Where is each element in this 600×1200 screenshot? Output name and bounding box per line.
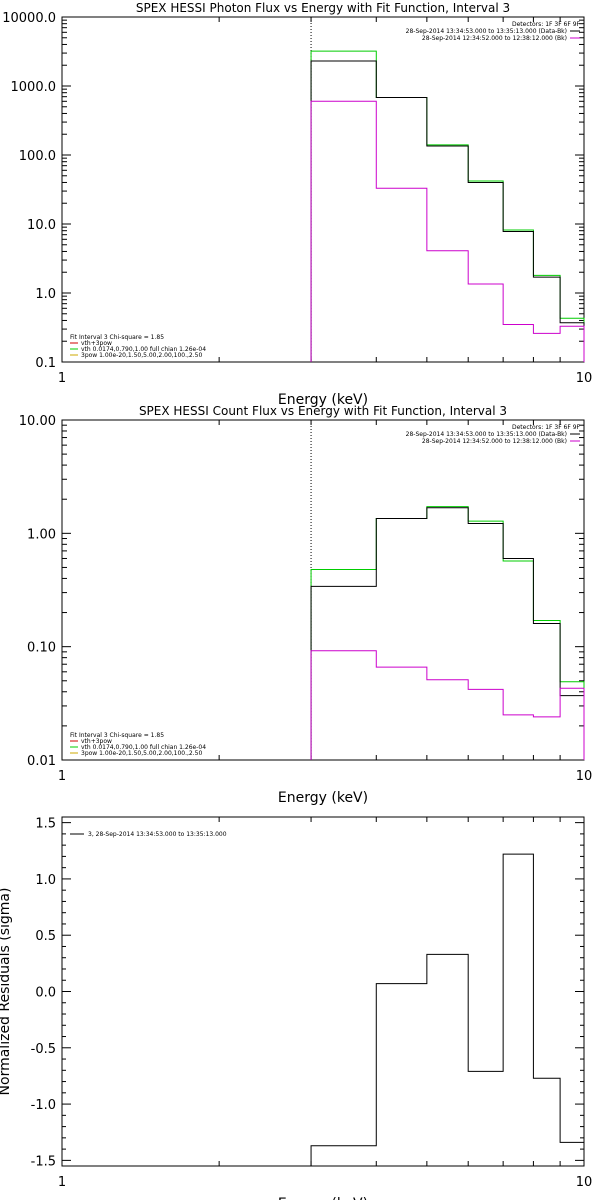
y-tick-label: 0.01 — [27, 754, 56, 769]
plot-frame — [61, 419, 585, 761]
x-axis-label: Energy (keV) — [278, 790, 368, 806]
x-tick-label: 1 — [58, 769, 66, 784]
y-tick-label: 1.00 — [27, 527, 56, 542]
y-axis-label: Normalized Residuals (sigma) — [0, 888, 13, 1096]
legend-entry: vth+3pow — [81, 738, 112, 745]
series-1-histogram — [310, 506, 585, 760]
series-1-histogram — [310, 50, 585, 362]
legend-entry: 28-Sep-2014 13:34:53.000 to 13:35:13.000… — [406, 28, 567, 35]
x-tick-label: 10 — [576, 769, 593, 784]
y-tick-label: 10.0 — [27, 218, 56, 233]
chart-panel-3: 1 10 -1.5 -1.0 -0.5 0.0 0.5 1.0 1.5 Energy (keV) N… — [0, 816, 593, 1200]
legend-header: Fit Interval 3 Chi-square = 1.85 — [70, 334, 164, 341]
legend-entry: 28-Sep-2014 12:34:52.000 to 12:38:12.000… — [422, 35, 567, 42]
chart-title: SPEX HESSI Count Flux vs Energy with Fit… — [139, 404, 507, 418]
y-tick-label: 10.00 — [19, 414, 56, 429]
y-tick-label: 1.0 — [35, 287, 56, 302]
series-1-histogram — [310, 853, 584, 1166]
y-tick-label: 1.0 — [35, 873, 56, 888]
legend-entry: 3pow 1.00e-20,1.50,5.00,2.00,100.,2.50 — [81, 750, 202, 757]
x-tick-label: 10 — [576, 1175, 593, 1190]
x-tick-label: 10 — [576, 371, 593, 386]
x-axis-label: Energy (keV) — [278, 392, 368, 408]
series-2-histogram — [310, 507, 585, 760]
legend-entry: vth 0.0174,0.790,1.00 full chian 1.26e-0… — [81, 744, 206, 751]
series-3-histogram — [310, 100, 585, 362]
y-tick-label: 0.10 — [27, 641, 56, 656]
y-tick-label: -0.5 — [31, 1042, 56, 1057]
legend-entry: 28-Sep-2014 13:34:53.000 to 13:35:13.000… — [406, 431, 567, 438]
plot-frame — [61, 16, 585, 363]
x-tick-label: 1 — [58, 371, 66, 386]
legend-entry: vth+3pow — [81, 340, 112, 347]
series-2-histogram — [310, 60, 585, 362]
legend-entry: 28-Sep-2014 12:34:52.000 to 12:38:12.000… — [422, 438, 567, 445]
y-tick-label: -1.0 — [31, 1098, 56, 1113]
legend-entry: vth 0.0174,0.790,1.00 full chian 1.26e-0… — [81, 346, 206, 353]
chart-panel-1: SPEX HESSI Photon Flux vs Energy with Fi… — [2, 1, 592, 408]
plot-frame — [61, 816, 585, 1167]
legend-header: Fit Interval 3 Chi-square = 1.85 — [70, 732, 164, 739]
y-tick-label: -1.5 — [31, 1154, 56, 1169]
y-tick-label: 0.1 — [35, 356, 56, 371]
x-tick-label: 1 — [58, 1175, 66, 1190]
chart-title: SPEX HESSI Photon Flux vs Energy with Fi… — [136, 1, 510, 15]
x-axis-label: Energy (keV) — [278, 1196, 368, 1200]
y-tick-label: 10000.0 — [2, 11, 56, 26]
y-tick-label: 0.5 — [35, 929, 56, 944]
y-tick-label: 1.5 — [35, 817, 56, 832]
chart-panel-2: SPEX HESSI Count Flux vs Energy with Fit… — [19, 404, 592, 806]
y-tick-label: 1000.0 — [11, 80, 57, 95]
series-3-histogram — [310, 650, 585, 760]
legend-entry: 3, 28-Sep-2014 13:34:53.000 to 13:35:13.… — [88, 831, 227, 838]
y-tick-label: 100.0 — [19, 149, 56, 164]
legend-header: Detectors: 1F 3F 6F 9F — [512, 424, 581, 431]
legend-entry: 3pow 1.00e-20,1.50,5.00,2.00,100.,2.50 — [81, 352, 202, 359]
legend-header: Detectors: 1F 3F 6F 9F — [512, 21, 581, 28]
y-tick-label: 0.0 — [35, 986, 56, 1001]
